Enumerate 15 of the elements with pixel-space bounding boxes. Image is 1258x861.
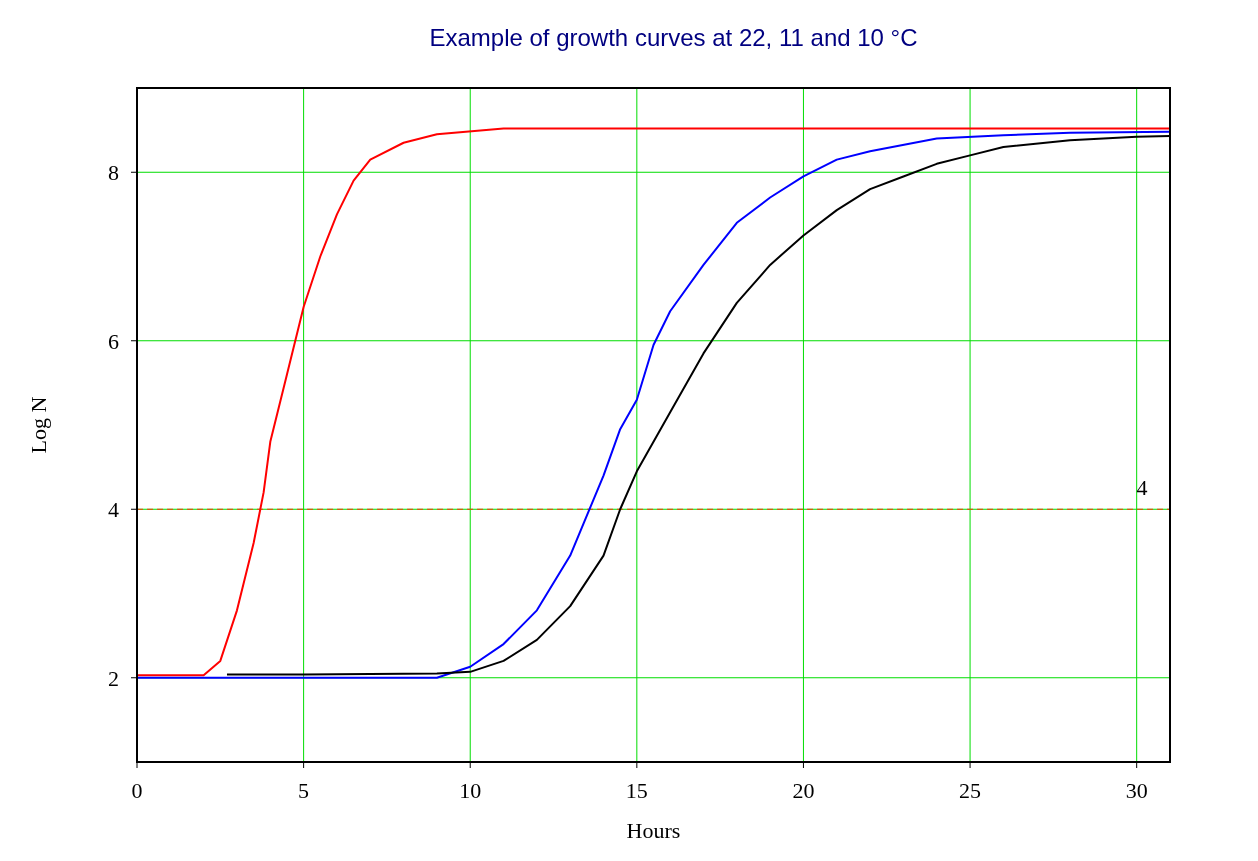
y-axis-title: Log N [26,396,51,454]
ref-line-label: 4 [1136,475,1148,501]
x-tick-label: 15 [625,778,648,803]
x-tick-label: 30 [1125,778,1148,803]
x-tick-label: 0 [131,778,143,803]
x-tick-label: 25 [959,778,982,803]
x-tick-label: 5 [298,778,310,803]
y-tick-label: 2 [108,665,119,691]
y-tick-label: 4 [108,497,119,523]
x-axis-title: Hours [626,818,681,843]
x-tick-label: 20 [792,778,815,803]
y-tick-label: 8 [108,160,119,186]
x-tick-label: 10 [459,778,482,803]
y-tick-label: 6 [108,328,119,354]
chart-title: Example of growth curves at 22, 11 and 10 °C [429,24,918,51]
